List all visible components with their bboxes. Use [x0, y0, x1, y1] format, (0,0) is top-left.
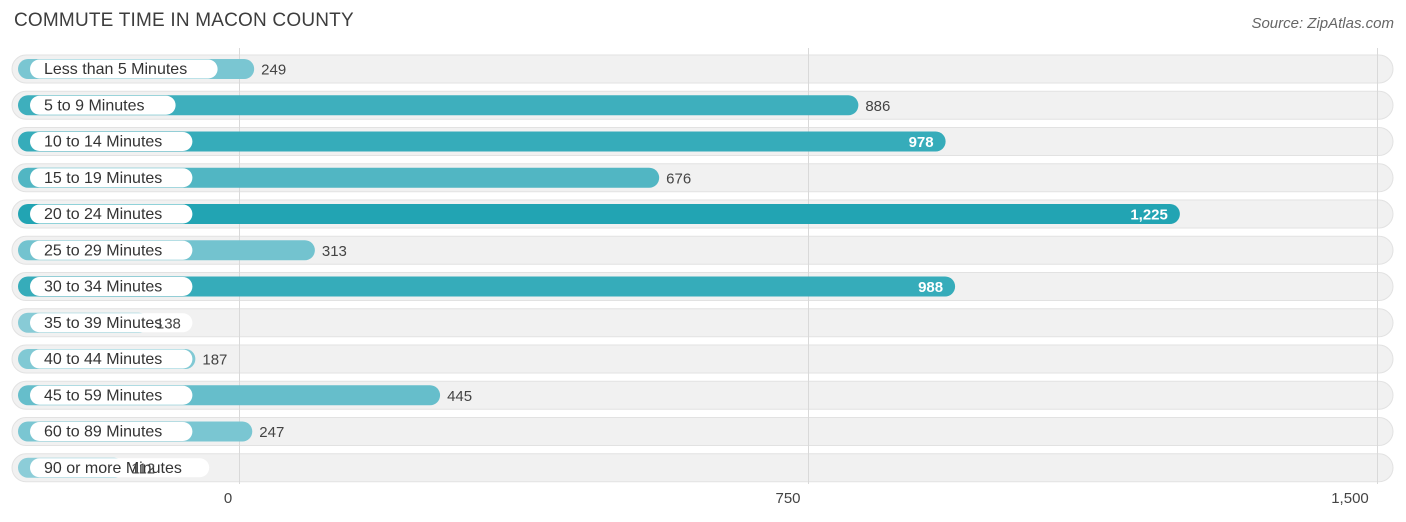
category-label: 45 to 59 Minutes	[44, 387, 162, 404]
value-label: 112	[131, 460, 155, 477]
category-label: 25 to 29 Minutes	[44, 242, 162, 259]
value-label: 247	[259, 424, 284, 441]
category-label: 30 to 34 Minutes	[44, 279, 162, 296]
category-label: 5 to 9 Minutes	[44, 97, 145, 114]
x-tick-label: 0	[224, 490, 232, 507]
value-label: 676	[666, 170, 691, 187]
category-label: 15 to 19 Minutes	[44, 170, 162, 187]
bar-chart: Less than 5 Minutes 249 5 to 9 Minutes 886 1…	[0, 0, 1406, 522]
value-label: 978	[909, 134, 934, 151]
category-label: 20 to 24 Minutes	[44, 206, 162, 223]
x-tick-label: 1,500	[1331, 490, 1369, 507]
row-track	[12, 454, 1393, 482]
category-label: Less than 5 Minutes	[44, 61, 187, 78]
x-tick-label: 750	[775, 490, 800, 507]
value-label: 313	[322, 243, 347, 260]
category-label: 60 to 89 Minutes	[44, 424, 162, 441]
category-label: 90 or more Minutes	[44, 460, 182, 477]
value-label: 138	[156, 315, 181, 332]
row-track	[12, 309, 1393, 337]
category-label: 35 to 39 Minutes	[44, 315, 162, 332]
value-label: 445	[447, 388, 472, 405]
value-label: 249	[261, 62, 286, 79]
value-label: 187	[202, 352, 227, 369]
value-label: 988	[918, 279, 943, 296]
value-label: 1,225	[1130, 207, 1168, 224]
category-label: 40 to 44 Minutes	[44, 351, 162, 368]
value-label: 886	[865, 98, 890, 115]
category-label: 10 to 14 Minutes	[44, 134, 162, 151]
